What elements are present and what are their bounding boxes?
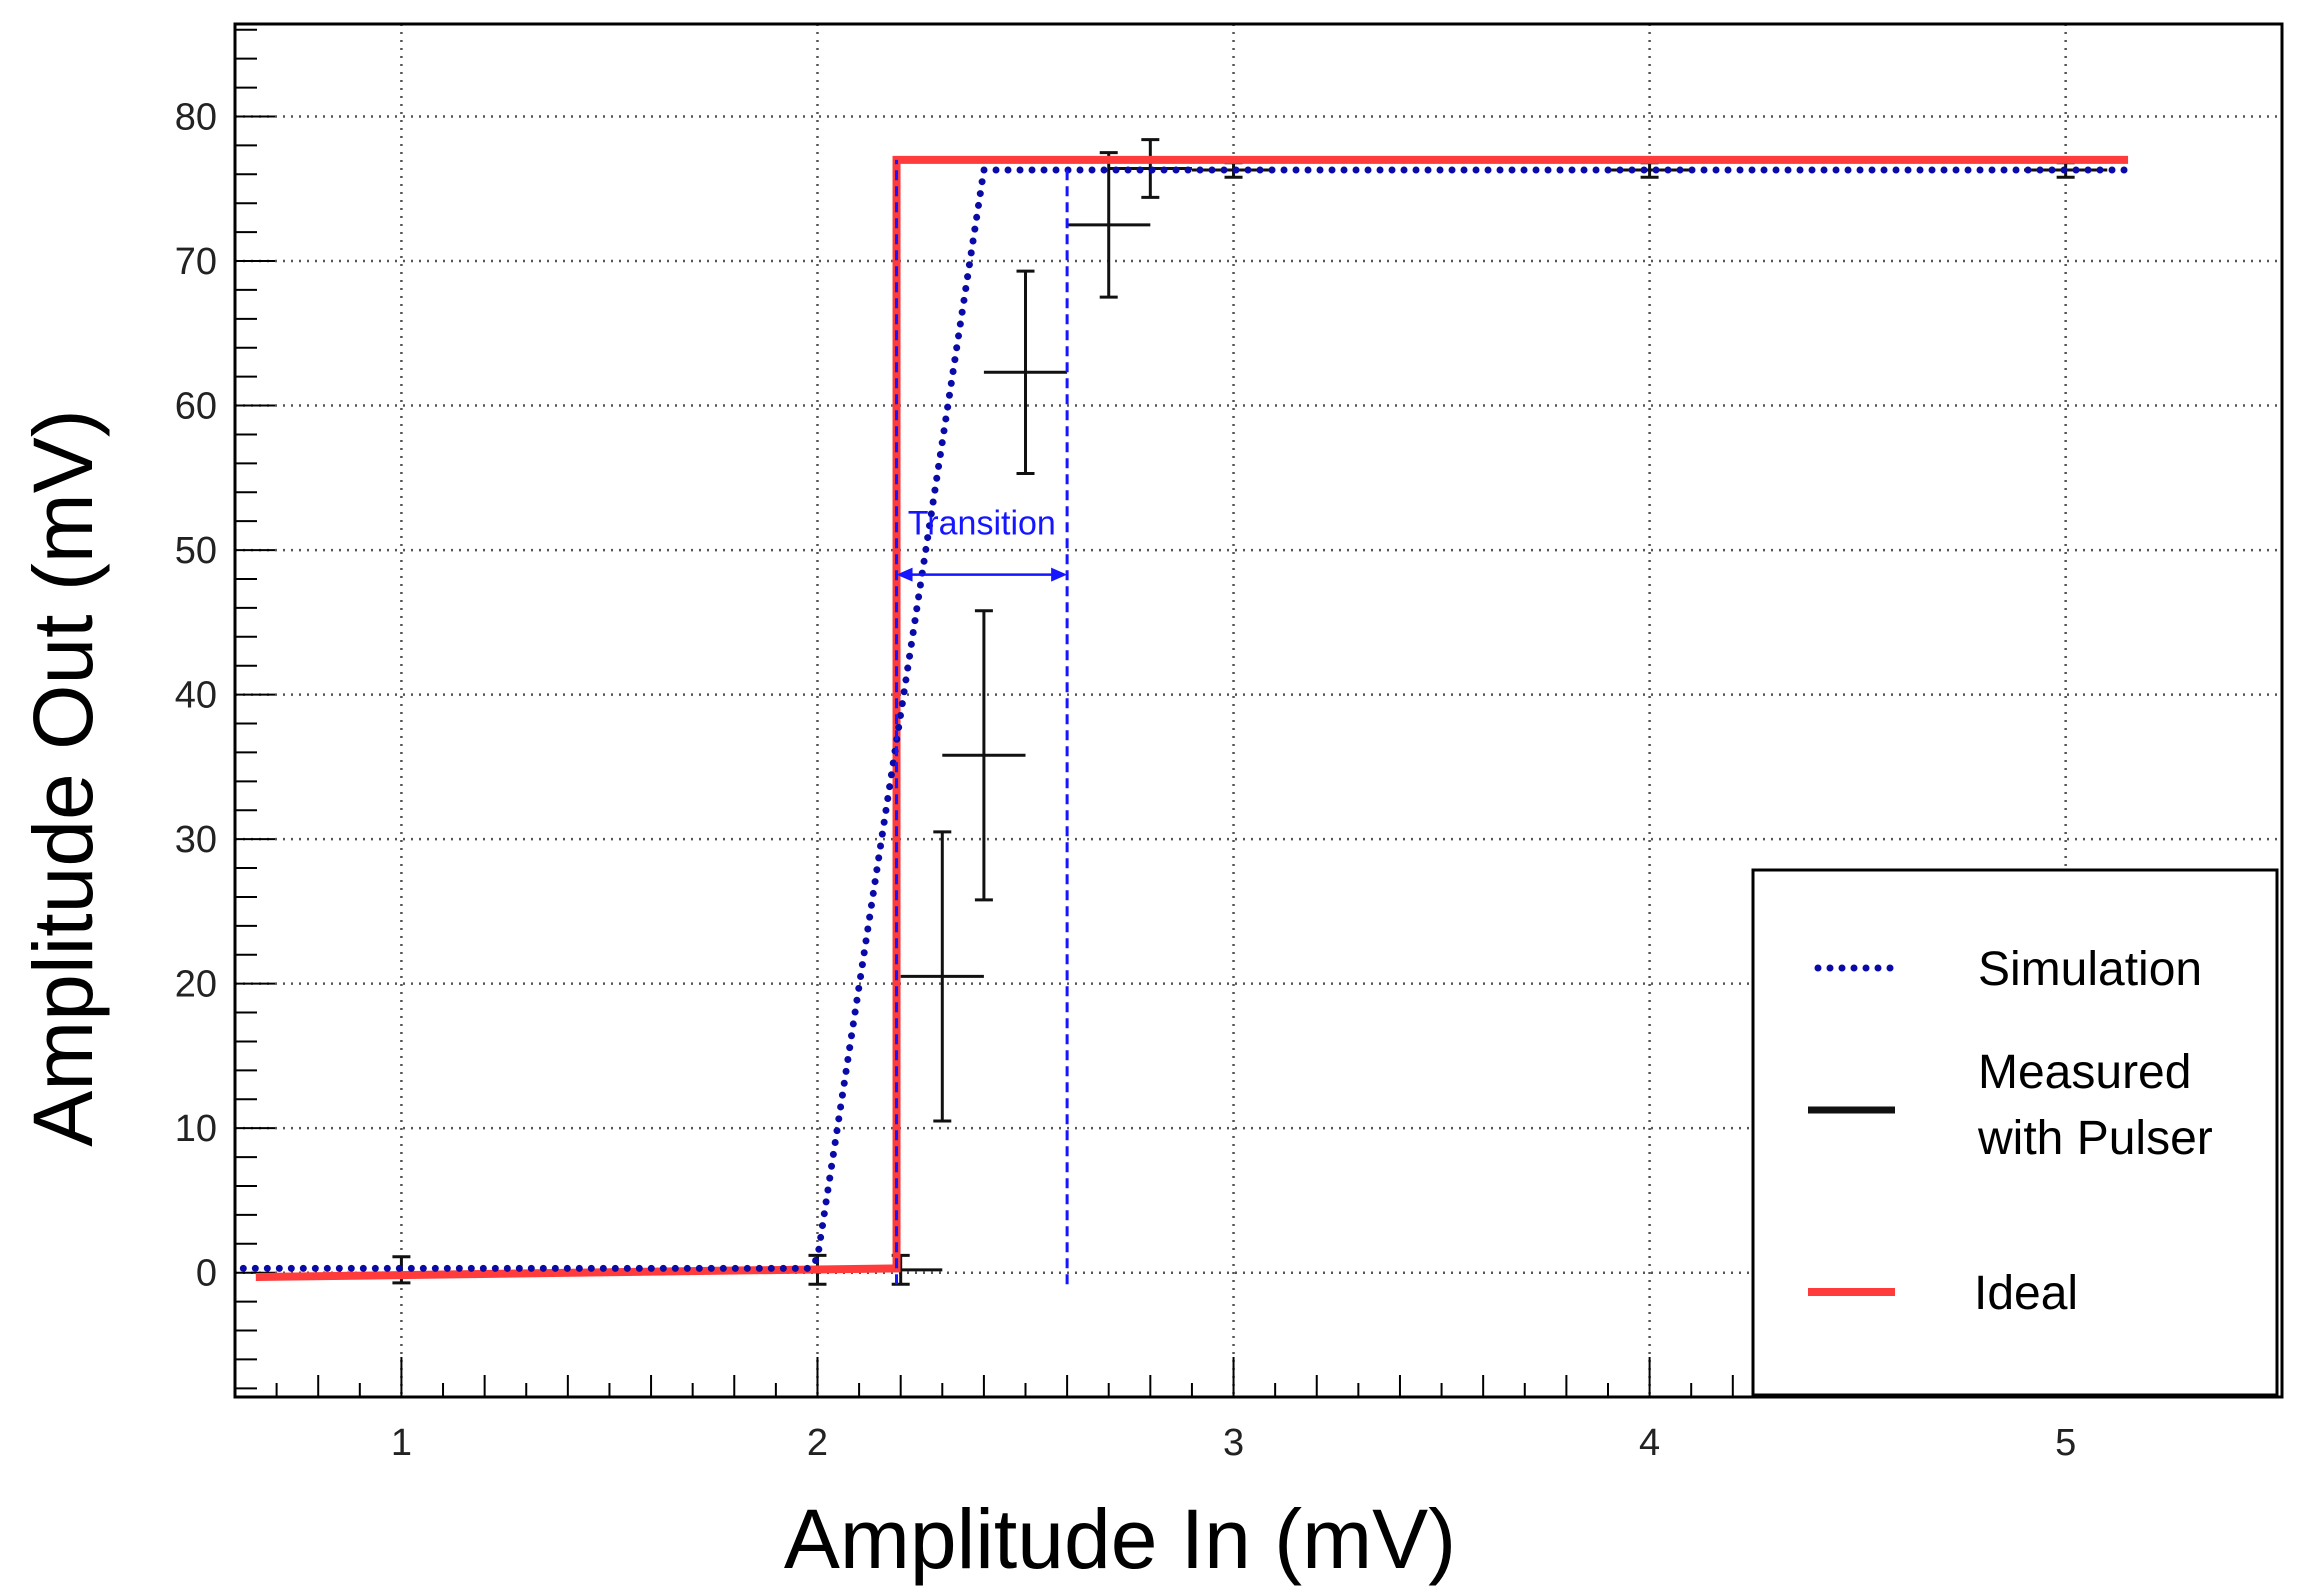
- y-tick-label-30: 30: [175, 819, 217, 861]
- measured-point-7: [1067, 151, 1151, 299]
- y-axis-title: Amplitude Out (mV): [16, 409, 110, 1147]
- y-tick-label-0: 0: [196, 1253, 217, 1295]
- legend-label-3: Ideal: [1974, 1267, 2078, 1320]
- y-tick-label-50: 50: [175, 530, 217, 572]
- measured-point-5: [942, 609, 1026, 902]
- transition-arrowhead-left: [896, 567, 913, 582]
- transition-arrowhead-right: [1051, 567, 1068, 582]
- x-tick-label-2: 2: [807, 1422, 828, 1464]
- y-tick-label-20: 20: [175, 964, 217, 1006]
- legend-label-2-line-1: Measured: [1978, 1046, 2191, 1099]
- y-tick-label-60: 60: [175, 386, 217, 428]
- x-tick-label-1: 1: [391, 1422, 412, 1464]
- y-tick-label-70: 70: [175, 241, 217, 283]
- plot-frame: [233, 22, 2284, 1399]
- y-tick-label-40: 40: [175, 675, 217, 717]
- x-axis-title: Amplitude In (mV): [784, 1492, 1456, 1586]
- legend-label-2-line-2: with Pulser: [1977, 1112, 2213, 1165]
- measured-point-4: [900, 830, 984, 1123]
- legend-box: [1751, 868, 2279, 1397]
- series-ideal-line: [255, 155, 2129, 1282]
- axis-ticks: [234, 28, 2275, 1397]
- series-layer: [239, 138, 2132, 1286]
- legend-label-1: Simulation: [1978, 943, 2202, 996]
- annotations: Transition: [895, 159, 1069, 1285]
- measured-point-6: [983, 269, 1068, 475]
- series-simulation-line: [239, 166, 2132, 1272]
- y-tick-label-80: 80: [175, 96, 217, 138]
- x-tick-label-5: 5: [2055, 1422, 2076, 1464]
- y-tick-label-10: 10: [175, 1108, 217, 1150]
- x-tick-label-3: 3: [1223, 1422, 1244, 1464]
- legend: Simulation Measured with Pulser Ideal: [1751, 868, 2279, 1397]
- x-tick-label-4: 4: [1639, 1422, 1660, 1464]
- transition-label: Transition: [908, 505, 1056, 543]
